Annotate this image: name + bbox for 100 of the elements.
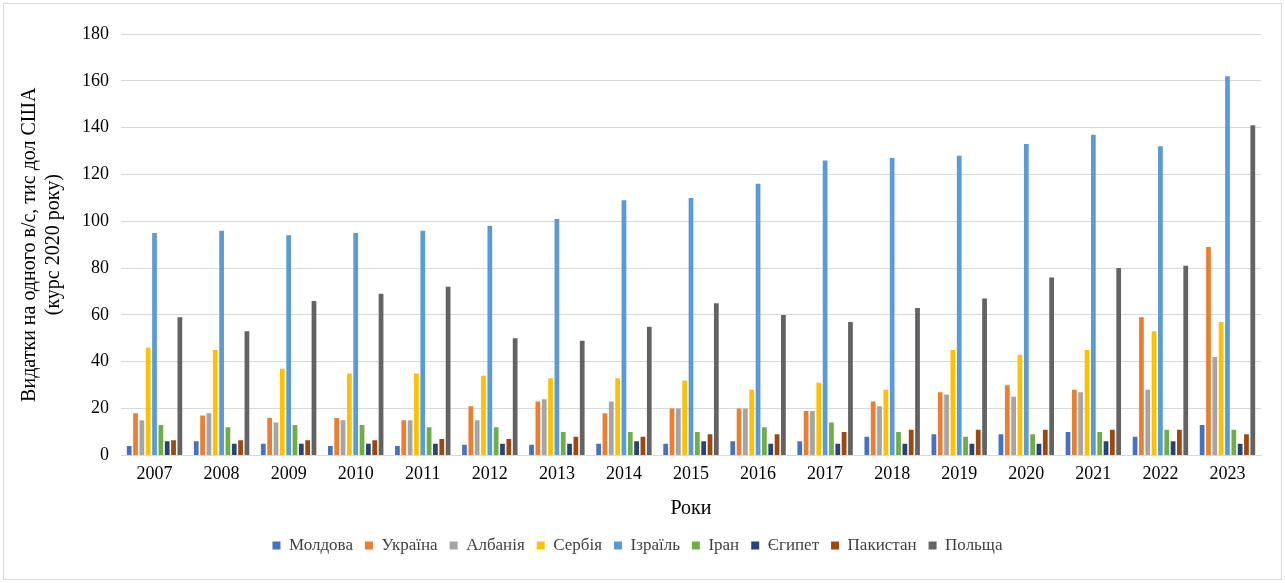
bar xyxy=(646,326,652,455)
x-tick-label: 2015 xyxy=(673,462,709,483)
bar xyxy=(781,314,786,455)
bar xyxy=(145,347,151,455)
bar xyxy=(238,440,243,455)
bar xyxy=(193,441,199,455)
bar xyxy=(682,380,688,455)
bar xyxy=(541,399,547,455)
legend-label: Єгипет xyxy=(767,534,820,554)
y-axis-title: Видатки на одного в/с, тис дол США (курс 2020 року) xyxy=(17,86,65,402)
bar xyxy=(1225,76,1230,455)
bar xyxy=(896,431,901,455)
bar xyxy=(730,441,736,455)
bar xyxy=(1049,277,1054,455)
bar xyxy=(963,436,968,455)
bar xyxy=(474,420,480,455)
bar xyxy=(1218,321,1224,455)
x-tick-label: 2017 xyxy=(807,462,844,483)
bar xyxy=(372,440,378,455)
bar xyxy=(548,378,553,455)
bar xyxy=(797,441,803,455)
y-tick-label: 120 xyxy=(82,163,109,184)
legend-label: Україна xyxy=(381,534,439,554)
bar xyxy=(816,382,822,455)
x-tick-label: 2019 xyxy=(941,462,978,483)
bar xyxy=(1042,429,1048,455)
bar xyxy=(219,230,224,455)
bar xyxy=(353,232,359,455)
x-tick-label: 2016 xyxy=(740,462,777,483)
y-tick-label: 180 xyxy=(82,22,109,43)
y-tick-label: 80 xyxy=(91,256,109,277)
x-tick-label: 2010 xyxy=(337,462,374,483)
bar xyxy=(1071,389,1077,455)
y-tick-label: 60 xyxy=(91,303,109,324)
bar xyxy=(1244,434,1249,455)
bar xyxy=(164,441,170,455)
bar xyxy=(870,401,876,455)
x-axis-title: Роки xyxy=(670,496,712,519)
bar xyxy=(615,378,620,455)
legend-label: Польща xyxy=(945,534,1003,554)
x-tick-label: 2014 xyxy=(605,462,642,483)
bar xyxy=(675,408,681,455)
bar xyxy=(1145,389,1151,455)
bar xyxy=(506,439,512,455)
bar xyxy=(152,232,157,455)
bar xyxy=(701,441,707,455)
bar xyxy=(267,417,273,455)
bar xyxy=(1011,396,1016,455)
bar xyxy=(468,406,474,455)
bar xyxy=(177,317,183,455)
bar xyxy=(768,443,774,455)
bar xyxy=(1097,431,1103,455)
bar xyxy=(829,422,834,455)
x-tick-label: 2022 xyxy=(1142,462,1179,483)
bar xyxy=(902,443,908,455)
bar xyxy=(749,389,755,455)
bar xyxy=(1023,144,1029,455)
bar xyxy=(1004,385,1010,455)
bar xyxy=(139,420,145,455)
bar xyxy=(347,373,352,455)
bar xyxy=(529,444,534,455)
bar xyxy=(608,401,614,455)
x-tick-label: 2007 xyxy=(136,462,173,483)
bar xyxy=(883,389,889,455)
bar xyxy=(395,446,400,455)
bar xyxy=(579,340,585,455)
bar xyxy=(982,298,987,455)
bar xyxy=(956,155,962,455)
bar xyxy=(414,373,419,455)
bar xyxy=(133,413,138,455)
bar xyxy=(864,436,870,455)
bar xyxy=(1109,429,1115,455)
x-tick-label: 2021 xyxy=(1075,462,1112,483)
bar xyxy=(200,415,205,455)
bar xyxy=(663,443,669,455)
bar xyxy=(366,443,371,455)
y-tick-label: 100 xyxy=(82,210,109,231)
bar xyxy=(713,303,719,455)
bar xyxy=(848,321,853,455)
y-tick-label: 0 xyxy=(100,444,109,465)
bar xyxy=(975,429,981,455)
bar xyxy=(944,394,949,455)
bar xyxy=(1212,357,1218,455)
bar xyxy=(762,427,767,455)
legend-label: Албанія xyxy=(466,534,525,554)
bar xyxy=(1116,268,1122,455)
x-tick-label: 2013 xyxy=(538,462,575,483)
bar xyxy=(634,441,639,455)
legend-label: Сербія xyxy=(553,534,603,554)
bar xyxy=(1164,429,1170,455)
bar xyxy=(1206,247,1211,455)
bar xyxy=(889,158,895,455)
y-tick-label: 20 xyxy=(91,397,109,418)
bar xyxy=(500,443,505,455)
bar xyxy=(1158,146,1163,455)
bar xyxy=(915,307,920,455)
bar xyxy=(279,368,285,455)
bar xyxy=(171,440,176,455)
bar xyxy=(1139,317,1144,455)
bar xyxy=(1030,434,1035,455)
